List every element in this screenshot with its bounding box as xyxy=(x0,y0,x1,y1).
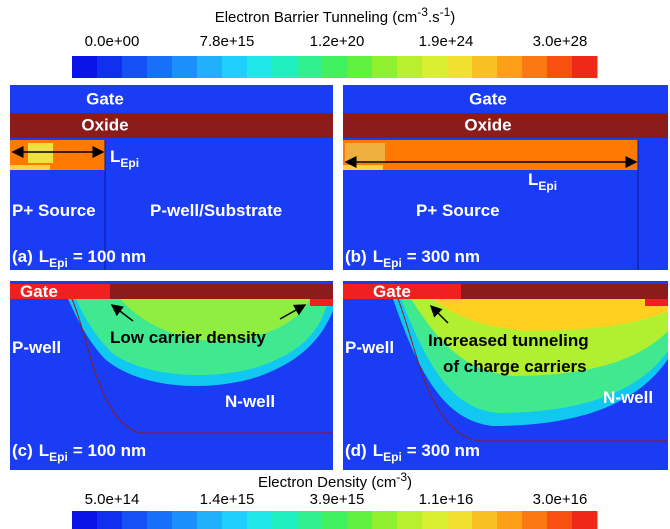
oxide-label: Oxide xyxy=(81,115,128,134)
epi-hotspot xyxy=(345,143,385,163)
colorbar-tick: 5.0e+14 xyxy=(85,491,140,508)
colorbar-swatch xyxy=(72,511,98,529)
drain-contact xyxy=(645,299,668,306)
colorbar-swatch xyxy=(72,56,98,78)
colorbar xyxy=(72,56,598,78)
panel-b: Gate Oxide LEpi P+ Source (b)LEpi= 300 n… xyxy=(343,85,668,270)
colorbar-swatch xyxy=(472,56,498,78)
colorbar-tick: 7.8e+15 xyxy=(200,33,255,50)
oxide-layer xyxy=(10,113,333,138)
colorbar-swatch xyxy=(197,511,223,529)
colorbar-swatch xyxy=(197,56,223,78)
gate-label: Gate xyxy=(469,89,507,108)
figure: Electron Barrier Tunneling (cm-3.s-1) 0.… xyxy=(0,0,670,529)
colorbar-tick: 1.1e+16 xyxy=(419,491,474,508)
oxide-label: Oxide xyxy=(464,115,511,134)
colorbar-swatch xyxy=(297,511,323,529)
gate-label: Gate xyxy=(20,282,58,301)
colorbar-swatch xyxy=(397,511,423,529)
colorbar-swatch xyxy=(222,511,248,529)
colorbar-swatch xyxy=(397,56,423,78)
colorbar-swatch xyxy=(372,56,398,78)
region-label: P-well xyxy=(12,338,61,357)
colorbar-tick: 3.9e+15 xyxy=(310,491,365,508)
colorbar xyxy=(72,511,598,529)
colorbar-swatch xyxy=(272,56,298,78)
colorbar-swatch xyxy=(472,511,498,529)
colorbar-swatch xyxy=(247,56,273,78)
colorbar-swatch xyxy=(447,511,473,529)
background xyxy=(10,85,333,270)
colorbar-title: Electron Barrier Tunneling (cm-3.s-1) xyxy=(215,5,456,26)
colorbar-swatch xyxy=(97,511,123,529)
colorbar-swatch xyxy=(372,511,398,529)
colorbar-swatch xyxy=(347,56,373,78)
epi-edge xyxy=(10,165,50,170)
colorbar-swatch xyxy=(172,56,198,78)
colorbar-swatch xyxy=(122,511,148,529)
gate-label: Gate xyxy=(373,282,411,301)
colorbar-swatch xyxy=(447,56,473,78)
region-label: N-well xyxy=(225,392,275,411)
panel-c: Gate Low carrier density P-well N-well (… xyxy=(10,281,333,470)
colorbar-swatch xyxy=(547,511,573,529)
colorbar-swatch xyxy=(122,56,148,78)
epi-hotspot xyxy=(28,143,53,163)
colorbar-swatch xyxy=(347,511,373,529)
colorbar-tick: 3.0e+28 xyxy=(533,33,588,50)
annotation: Increased tunneling xyxy=(428,331,589,350)
colorbar-tick: 0.0e+00 xyxy=(85,33,140,50)
colorbar-swatch xyxy=(247,511,273,529)
colorbar-swatch xyxy=(147,56,173,78)
colorbar-swatch xyxy=(522,56,548,78)
epi-edge xyxy=(343,165,383,170)
colorbar-swatch xyxy=(322,56,348,78)
region-label: P+ Source xyxy=(416,201,500,220)
colorbar-swatch xyxy=(222,56,248,78)
drain-contact xyxy=(310,299,333,306)
colorbar-swatch xyxy=(572,56,598,78)
region-label: N-well xyxy=(603,388,653,407)
colorbar-swatch xyxy=(297,56,323,78)
panel-a: Gate Oxide LEpi P+ Source P-well/Substra… xyxy=(10,85,333,270)
colorbar-swatch xyxy=(272,511,298,529)
colorbar-swatch xyxy=(497,511,523,529)
colorbar-swatch xyxy=(172,511,198,529)
region-label: P-well xyxy=(345,338,394,357)
epi-layer xyxy=(343,140,638,170)
colorbar-swatch xyxy=(322,511,348,529)
annotation: of charge carriers xyxy=(443,357,587,376)
region-label: P+ Source xyxy=(12,201,96,220)
region-label: P-well/Substrate xyxy=(150,201,282,220)
colorbar-tick: 1.4e+15 xyxy=(200,491,255,508)
colorbar-swatch xyxy=(422,56,448,78)
colorbar-swatch xyxy=(97,56,123,78)
colorbar-swatch xyxy=(547,56,573,78)
panel-d: Gate Increased tunneling of charge carri… xyxy=(343,281,668,470)
colorbar-title: Electron Density (cm-3) xyxy=(258,470,412,491)
colorbar-tick: 3.0e+16 xyxy=(533,491,588,508)
colorbar-swatch xyxy=(497,56,523,78)
colorbar-tick: 1.9e+24 xyxy=(419,33,474,50)
gate-label: Gate xyxy=(86,89,124,108)
colorbar-swatch xyxy=(572,511,598,529)
colorbar-swatch xyxy=(422,511,448,529)
annotation: Low carrier density xyxy=(110,328,266,347)
colorbar-swatch xyxy=(522,511,548,529)
colorbar-swatch xyxy=(147,511,173,529)
colorbar-tick: 1.2e+20 xyxy=(310,33,365,50)
background xyxy=(343,85,668,270)
